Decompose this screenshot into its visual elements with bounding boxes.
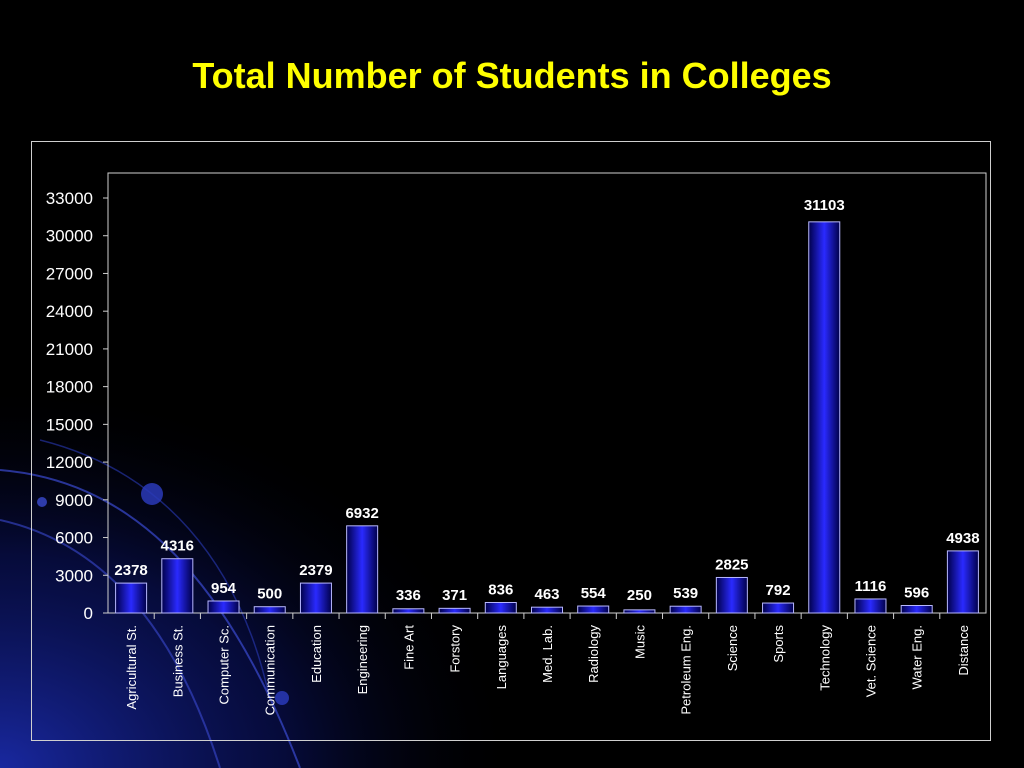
bar — [854, 598, 887, 614]
category-label: Languages — [494, 625, 509, 690]
y-tick-label: 15000 — [46, 415, 93, 434]
bar — [946, 550, 979, 614]
bar — [207, 600, 240, 614]
bar — [161, 558, 194, 614]
bar — [392, 608, 425, 614]
bar — [253, 606, 286, 614]
bar — [762, 602, 795, 614]
category-label: Med. Lab. — [540, 625, 555, 683]
y-tick-label: 21000 — [46, 340, 93, 359]
data-label: 2378 — [114, 562, 147, 579]
y-tick-label: 30000 — [46, 227, 93, 246]
category-label: Agricultural St. — [124, 625, 139, 710]
bar — [623, 609, 656, 614]
category-label: Science — [725, 625, 740, 671]
data-label: 500 — [257, 586, 282, 603]
data-label: 6932 — [345, 505, 378, 522]
bar — [715, 576, 748, 614]
data-label: 954 — [211, 580, 237, 597]
category-label: Communication — [263, 625, 278, 715]
category-label: Water Eng. — [910, 625, 925, 690]
y-tick-label: 24000 — [46, 302, 93, 321]
bar — [484, 601, 517, 614]
bar — [299, 582, 332, 614]
data-label: 31103 — [804, 197, 845, 214]
category-label: Forstory — [448, 625, 463, 673]
category-label: Petroleum Eng. — [679, 625, 694, 715]
bar — [900, 605, 933, 614]
data-label: 836 — [488, 581, 513, 598]
data-label: 2379 — [299, 562, 332, 579]
category-label: Music — [632, 625, 647, 659]
category-label: Sports — [771, 625, 786, 663]
category-label: Vet. Science — [863, 625, 878, 697]
data-label: 4316 — [161, 538, 194, 555]
category-label: Business St. — [170, 625, 185, 697]
category-label: Technology — [817, 625, 832, 691]
data-label: 4938 — [946, 530, 979, 547]
bar — [808, 221, 841, 614]
y-tick-label: 9000 — [55, 491, 93, 510]
y-tick-label: 12000 — [46, 453, 93, 472]
y-tick-label: 6000 — [55, 529, 93, 548]
data-label: 371 — [442, 587, 467, 604]
category-label: Computer Sc. — [217, 625, 232, 704]
bar — [531, 606, 563, 614]
data-label: 554 — [581, 585, 607, 602]
data-label: 1116 — [855, 578, 887, 595]
data-label: 250 — [627, 587, 652, 604]
bar — [577, 605, 610, 614]
data-label: 2825 — [715, 556, 748, 573]
data-label: 539 — [673, 585, 698, 602]
category-label: Fine Art — [401, 625, 416, 670]
category-label: Engineering — [355, 625, 370, 694]
bar-chart: 0 3000 6000 9000 12000 15000 18000 21000 24000 27… — [46, 172, 987, 715]
data-label: 463 — [534, 586, 559, 603]
y-tick-label: 3000 — [55, 566, 93, 585]
bar — [669, 605, 702, 614]
category-label: Education — [309, 625, 324, 683]
data-label: 336 — [396, 587, 421, 604]
bar — [346, 525, 379, 614]
chart-frame: 0 3000 6000 9000 12000 15000 18000 21000 24000 27… — [31, 141, 991, 741]
data-label: 792 — [766, 582, 791, 599]
bar — [115, 582, 148, 614]
y-tick-label: 0 — [84, 604, 93, 623]
plot-area — [107, 172, 987, 614]
y-tick-label: 18000 — [46, 378, 93, 397]
category-label: Radiology — [586, 625, 601, 683]
bar — [438, 607, 471, 614]
data-label: 596 — [904, 585, 929, 602]
y-tick-label: 27000 — [46, 264, 93, 283]
y-tick-label: 33000 — [46, 189, 93, 208]
category-label: Distance — [956, 625, 971, 676]
slide-title: Total Number of Students in Colleges — [192, 55, 832, 96]
